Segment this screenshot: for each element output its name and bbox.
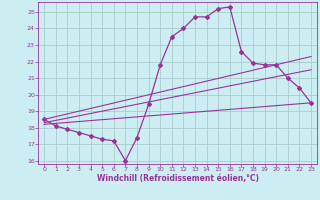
X-axis label: Windchill (Refroidissement éolien,°C): Windchill (Refroidissement éolien,°C) xyxy=(97,174,259,183)
